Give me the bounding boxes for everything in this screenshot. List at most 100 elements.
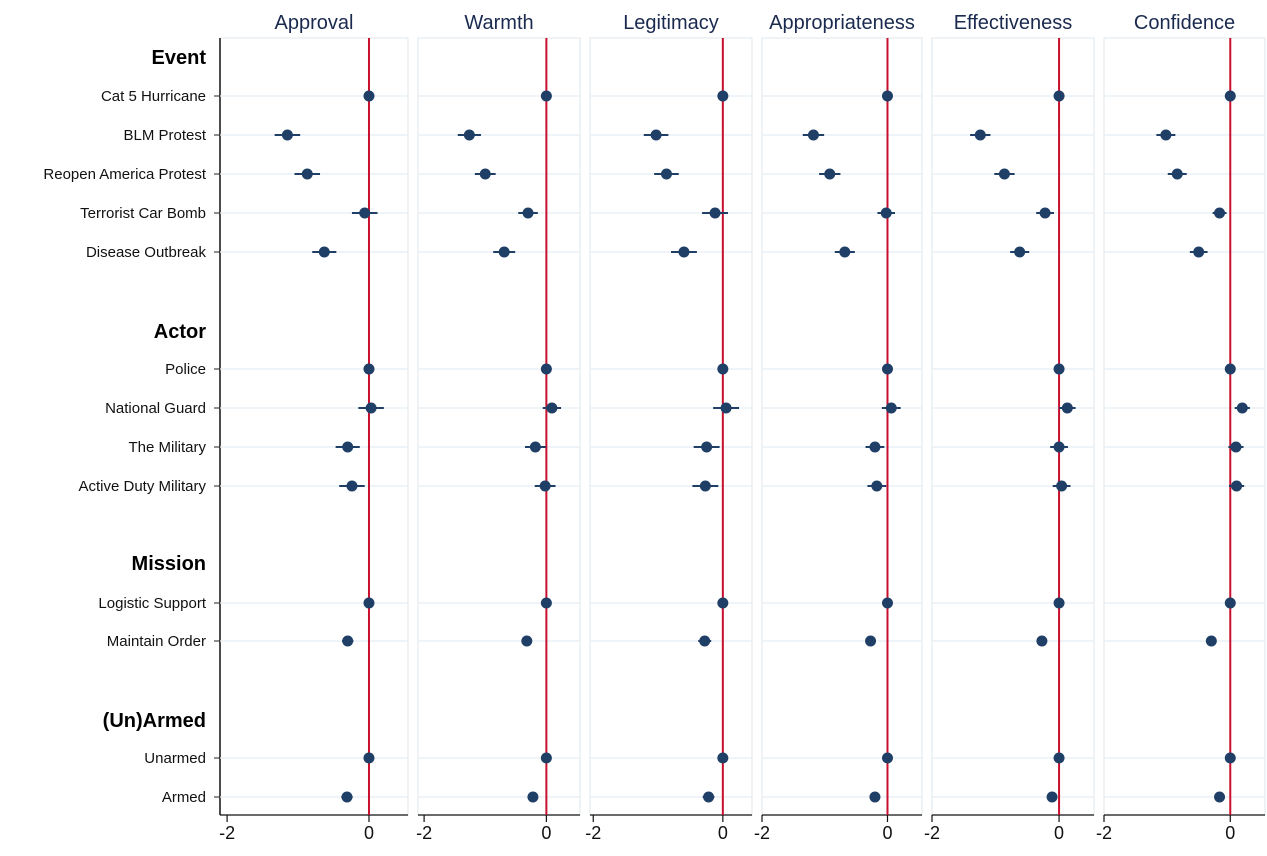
point-estimate bbox=[1053, 441, 1065, 453]
point-estimate bbox=[540, 597, 552, 609]
point-estimate bbox=[1224, 752, 1236, 764]
point-estimate bbox=[529, 441, 541, 453]
point-estimate bbox=[1230, 441, 1242, 453]
x-tick-label: -2 bbox=[754, 823, 770, 843]
x-tick-label: -2 bbox=[416, 823, 432, 843]
point-estimate bbox=[974, 129, 986, 141]
x-tick-label: -2 bbox=[924, 823, 940, 843]
point-estimate bbox=[479, 168, 491, 180]
point-estimate bbox=[871, 480, 883, 492]
point-estimate bbox=[363, 597, 375, 609]
point-estimate bbox=[363, 752, 375, 764]
point-estimate bbox=[699, 635, 711, 647]
point-estimate bbox=[998, 168, 1010, 180]
point-estimate bbox=[1224, 597, 1236, 609]
row-label: National Guard bbox=[105, 400, 206, 417]
row-label: Armed bbox=[162, 789, 206, 806]
point-estimate bbox=[885, 402, 897, 414]
x-tick-label: 0 bbox=[718, 823, 728, 843]
panel-title: Confidence bbox=[1134, 12, 1235, 34]
point-estimate bbox=[1039, 207, 1051, 219]
point-estimate bbox=[880, 207, 892, 219]
point-estimate bbox=[1160, 129, 1172, 141]
point-estimate bbox=[881, 90, 893, 102]
panel-effectiveness: Effectiveness -2 0 bbox=[924, 12, 1095, 843]
point-estimate bbox=[881, 597, 893, 609]
row-label: The Military bbox=[128, 439, 206, 456]
point-estimate bbox=[807, 129, 819, 141]
point-estimate bbox=[881, 363, 893, 375]
point-estimate bbox=[363, 90, 375, 102]
x-tick-label: -2 bbox=[219, 823, 235, 843]
point-estimate bbox=[699, 480, 711, 492]
point-estimate bbox=[678, 246, 690, 258]
row-label: Terrorist Car Bomb bbox=[80, 205, 206, 222]
x-tick-label: 0 bbox=[1054, 823, 1064, 843]
point-estimate bbox=[1193, 246, 1205, 258]
point-estimate bbox=[717, 363, 729, 375]
panel-approval: Approval -2 0 bbox=[219, 12, 409, 843]
point-estimate bbox=[865, 635, 877, 647]
point-estimate bbox=[720, 402, 732, 414]
point-estimate bbox=[824, 168, 836, 180]
point-estimate bbox=[365, 402, 377, 414]
row-label: Cat 5 Hurricane bbox=[101, 88, 206, 105]
point-estimate bbox=[540, 90, 552, 102]
point-estimate bbox=[1231, 480, 1243, 492]
panel-frame bbox=[1103, 37, 1266, 816]
point-estimate bbox=[521, 635, 533, 647]
point-estimate bbox=[346, 480, 358, 492]
point-estimate bbox=[1036, 635, 1048, 647]
point-estimate bbox=[839, 246, 851, 258]
point-estimate bbox=[869, 441, 881, 453]
point-estimate bbox=[1205, 635, 1217, 647]
panel-frame bbox=[589, 37, 753, 816]
panel-title: Appropriateness bbox=[769, 12, 915, 34]
panel-frame bbox=[761, 37, 923, 816]
x-tick-label: -2 bbox=[585, 823, 601, 843]
row-label-layer: Event Cat 5 Hurricane BLM Protest Reopen Am… bbox=[43, 47, 220, 806]
x-tick-label: 0 bbox=[541, 823, 551, 843]
point-estimate bbox=[1053, 90, 1065, 102]
row-label: BLM Protest bbox=[123, 127, 206, 144]
point-estimate bbox=[1224, 90, 1236, 102]
point-estimate bbox=[342, 441, 354, 453]
point-estimate bbox=[1053, 597, 1065, 609]
point-estimate bbox=[1014, 246, 1026, 258]
point-estimate bbox=[660, 168, 672, 180]
panel-frame bbox=[417, 37, 581, 816]
point-estimate bbox=[463, 129, 475, 141]
point-estimate bbox=[709, 207, 721, 219]
row-label: Maintain Order bbox=[107, 633, 206, 650]
point-estimate bbox=[522, 207, 534, 219]
panel-warmth: Warmth -2 0 bbox=[416, 12, 581, 843]
group-header: Mission bbox=[132, 553, 206, 575]
panel-title: Legitimacy bbox=[623, 12, 719, 34]
panel-frame bbox=[219, 37, 409, 816]
row-label: Active Duty Military bbox=[78, 478, 206, 495]
row-label: Logistic Support bbox=[98, 595, 206, 612]
point-estimate bbox=[1053, 752, 1065, 764]
point-estimate bbox=[1056, 480, 1068, 492]
point-estimate bbox=[1214, 791, 1226, 803]
point-estimate bbox=[281, 129, 293, 141]
point-estimate bbox=[1214, 207, 1226, 219]
panel-title: Effectiveness bbox=[954, 12, 1073, 34]
point-estimate bbox=[717, 597, 729, 609]
point-estimate bbox=[650, 129, 662, 141]
row-label: Unarmed bbox=[144, 750, 206, 767]
x-tick-label: -2 bbox=[1096, 823, 1112, 843]
row-label: Police bbox=[165, 361, 206, 378]
panel-confidence: Confidence -2 0 bbox=[1096, 12, 1266, 843]
point-estimate bbox=[318, 246, 330, 258]
x-tick-label: 0 bbox=[882, 823, 892, 843]
point-estimate bbox=[363, 363, 375, 375]
group-header: (Un)Armed bbox=[103, 710, 206, 732]
point-estimate bbox=[359, 207, 371, 219]
x-tick-label: 0 bbox=[1225, 823, 1235, 843]
point-estimate bbox=[301, 168, 313, 180]
point-estimate bbox=[341, 791, 353, 803]
panel-title: Approval bbox=[275, 12, 354, 34]
